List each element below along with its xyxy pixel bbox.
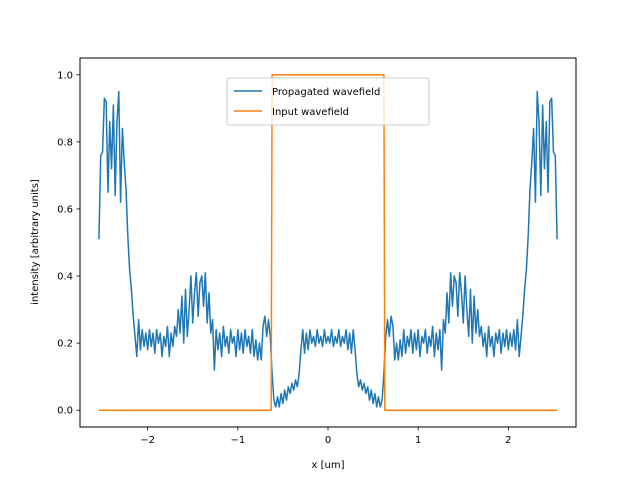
plot-area (98, 74, 558, 411)
x-tick-label: −2 (140, 435, 155, 446)
axis-ticks: −2 −1 0 1 2 0.0 0.2 0.4 0.6 0.8 1.0 (57, 70, 511, 446)
x-axis-label: x [um] (312, 460, 345, 471)
legend-label-propagated-wavefield: Propagated wavefield (272, 87, 380, 98)
y-axis-label: intensity [arbitrary units] (30, 179, 41, 305)
axes-frame (79, 57, 577, 428)
y-tick-label: 0.4 (57, 272, 73, 283)
legend-frame (226, 77, 430, 126)
x-tick-label: 0 (325, 435, 331, 446)
y-tick-label: 0.0 (57, 406, 73, 417)
x-tick-label: −1 (230, 435, 245, 446)
y-tick-label: 1.0 (57, 70, 73, 81)
x-tick-label: 1 (415, 435, 421, 446)
series-line-input-wavefield (98, 74, 558, 411)
legend: Propagated wavefield Input wavefield (226, 77, 430, 126)
series-line-propagated-wavefield (98, 90, 558, 408)
x-tick-label: 2 (505, 435, 511, 446)
y-tick-label: 0.8 (57, 137, 73, 148)
legend-label-input-wavefield: Input wavefield (272, 107, 349, 118)
y-tick-label: 0.6 (57, 204, 73, 215)
y-tick-label: 0.2 (57, 339, 73, 350)
